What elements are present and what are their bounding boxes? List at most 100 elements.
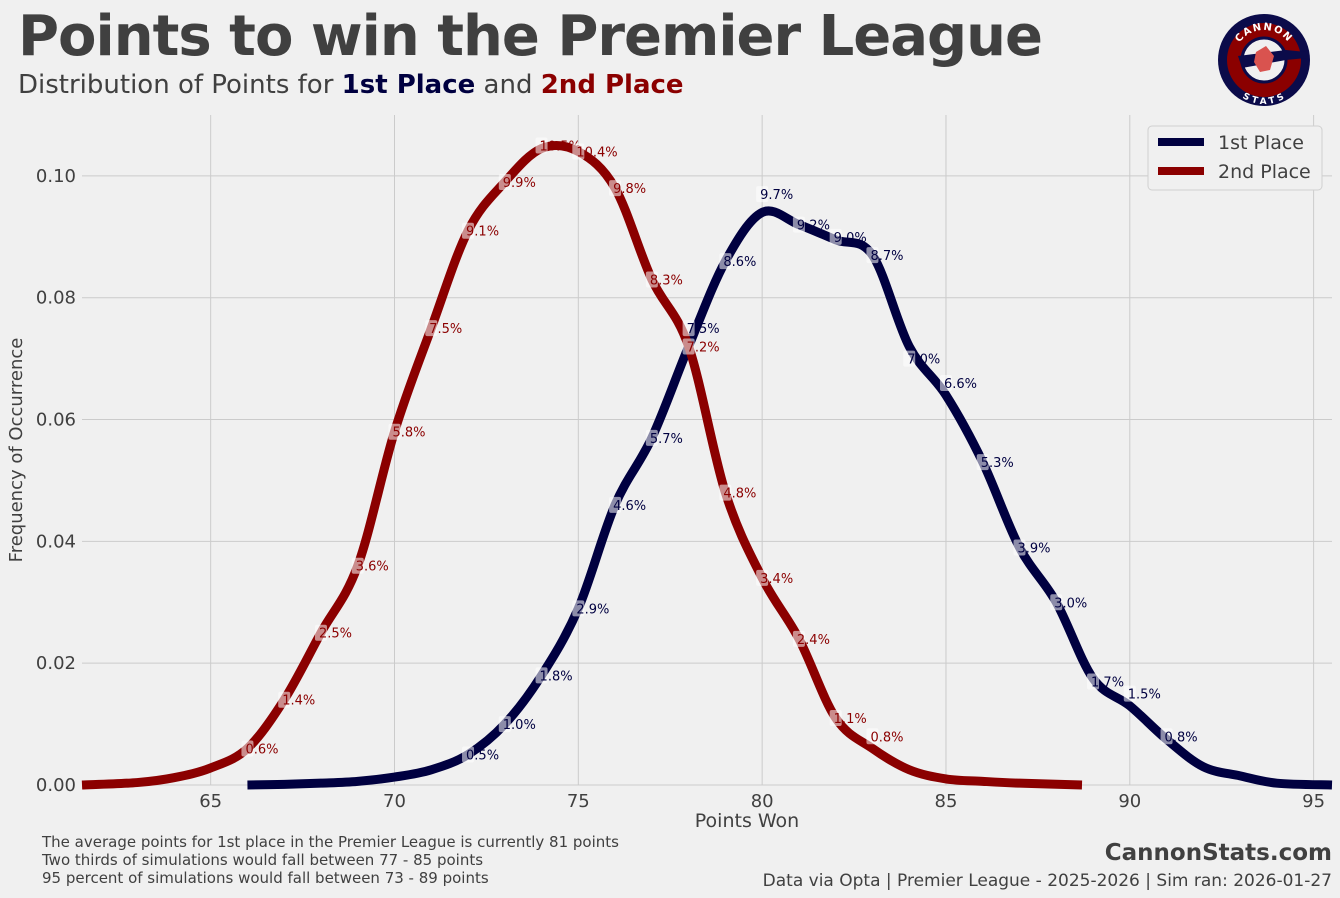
data-marker-2nd-place — [278, 691, 291, 708]
data-marker-2nd-place — [498, 174, 511, 190]
data-label-1st-place: 0.8% — [1165, 730, 1198, 745]
data-label-2nd-place: 10.4% — [576, 146, 617, 161]
x-tick-label: 90 — [1118, 791, 1141, 812]
data-label-2nd-place: 9.1% — [466, 225, 499, 240]
data-label-2nd-place: 7.2% — [687, 340, 720, 355]
data-marker-2nd-place — [462, 222, 475, 239]
data-marker-2nd-place — [388, 423, 401, 440]
data-marker-2nd-place — [682, 338, 695, 355]
data-marker-2nd-place — [866, 728, 879, 745]
data-marker-2nd-place — [829, 710, 842, 726]
data-label-1st-place: 8.6% — [723, 255, 756, 270]
data-label-2nd-place: 10.5% — [540, 139, 581, 154]
data-marker-1st-place — [535, 667, 548, 684]
data-marker-2nd-place — [572, 143, 585, 160]
data-marker-1st-place — [976, 454, 989, 471]
data-marker-2nd-place — [425, 320, 438, 337]
data-marker-2nd-place — [241, 740, 254, 757]
subtitle-first-place: 1st Place — [341, 70, 476, 100]
y-tick-label: 0.06 — [36, 410, 76, 431]
data-label-2nd-place: 0.8% — [870, 730, 903, 745]
y-tick-label: 0.04 — [36, 531, 76, 552]
data-marker-1st-place — [829, 228, 842, 245]
data-label-2nd-place: 0.6% — [245, 742, 278, 757]
y-axis-label: Frequency of Occurrence — [6, 338, 27, 563]
data-marker-2nd-place — [792, 630, 805, 647]
data-marker-2nd-place — [535, 137, 548, 154]
footnote-95-percent: 95 percent of simulations would fall bet… — [42, 869, 489, 887]
data-marker-2nd-place — [756, 569, 769, 586]
data-label-1st-place: 6.6% — [944, 377, 977, 392]
data-marker-1st-place — [609, 496, 622, 513]
data-marker-1st-place — [1050, 594, 1063, 611]
data-marker-1st-place — [498, 716, 511, 733]
data-marker-1st-place — [792, 216, 805, 233]
y-tick-label: 0.10 — [36, 166, 76, 187]
data-marker-1st-place — [572, 600, 585, 617]
data-marker-2nd-place — [351, 557, 364, 574]
data-marker-1st-place — [1013, 539, 1026, 556]
data-label-1st-place: 5.3% — [981, 456, 1014, 471]
subtitle-second-place: 2nd Place — [540, 70, 684, 100]
data-marker-2nd-place — [645, 271, 658, 288]
data-marker-2nd-place — [314, 624, 327, 641]
footnote-average: The average points for 1st place in the … — [42, 833, 619, 851]
data-marker-1st-place — [756, 186, 769, 203]
data-marker-2nd-place — [719, 484, 732, 501]
chart-title: Points to win the Premier League — [18, 4, 1043, 69]
brand-website[interactable]: CannonStats.com — [1104, 840, 1332, 866]
series-line-1st-place — [247, 206, 1333, 790]
legend-label-2nd-place: 2nd Place — [1218, 161, 1311, 183]
data-label-1st-place: 4.6% — [613, 499, 646, 514]
x-axis-label: Points Won — [695, 810, 799, 832]
x-tick-label: 95 — [1302, 791, 1325, 812]
data-label-1st-place: 9.0% — [834, 231, 867, 246]
data-label-1st-place: 1.7% — [1091, 675, 1124, 690]
data-marker-1st-place — [866, 247, 879, 264]
data-marker-1st-place — [682, 320, 695, 337]
x-tick-label: 80 — [751, 791, 774, 812]
data-label-1st-place: 1.5% — [1128, 688, 1161, 703]
data-marker-1st-place — [462, 746, 475, 763]
data-label-1st-place: 9.7% — [760, 188, 793, 203]
cannon-stats-logo: CANNON STATS — [1218, 14, 1310, 107]
chart-subtitle: Distribution of Points for 1st Place and… — [18, 70, 684, 100]
y-tick-label: 0.08 — [36, 288, 76, 309]
data-label-2nd-place: 4.8% — [723, 487, 756, 502]
data-label-2nd-place: 2.4% — [797, 633, 830, 648]
data-label-2nd-place: 1.1% — [834, 712, 867, 727]
data-marker-1st-place — [939, 375, 952, 391]
data-label-2nd-place: 8.3% — [650, 273, 683, 288]
x-tick-label: 85 — [935, 791, 958, 812]
footnotes: The average points for 1st place in the … — [42, 833, 619, 887]
data-label-2nd-place: 2.5% — [319, 627, 352, 642]
series-line-2nd-place — [81, 140, 1083, 790]
data-label-1st-place: 7.5% — [687, 322, 720, 337]
x-tick-label: 65 — [199, 791, 222, 812]
data-label-1st-place: 8.7% — [870, 249, 903, 264]
data-source: Data via Opta | Premier League - 2025-20… — [762, 871, 1332, 891]
data-label-1st-place: 7.0% — [907, 353, 940, 368]
y-tick-label: 0.00 — [36, 775, 76, 796]
legend-label-1st-place: 1st Place — [1218, 132, 1304, 154]
x-tick-label: 75 — [567, 791, 590, 812]
data-marker-1st-place — [1160, 728, 1173, 745]
data-marker-1st-place — [645, 429, 658, 446]
data-label-1st-place: 5.7% — [650, 432, 683, 447]
data-marker-1st-place — [1123, 685, 1136, 702]
data-label-2nd-place: 9.9% — [503, 176, 536, 191]
data-marker-1st-place — [719, 253, 732, 270]
data-label-1st-place: 9.2% — [797, 219, 830, 234]
data-label-2nd-place: 7.5% — [429, 322, 462, 337]
y-tick-label: 0.02 — [36, 653, 76, 674]
data-label-1st-place: 1.8% — [540, 669, 573, 684]
subtitle-prefix: Distribution of Points for — [18, 70, 342, 100]
data-label-1st-place: 2.9% — [576, 602, 609, 617]
data-marker-1st-place — [903, 350, 916, 367]
data-label-2nd-place: 3.6% — [356, 560, 389, 575]
x-tick-label: 70 — [383, 791, 406, 812]
data-label-2nd-place: 1.4% — [282, 694, 315, 709]
data-label-1st-place: 3.0% — [1054, 596, 1087, 611]
data-marker-2nd-place — [609, 180, 622, 197]
